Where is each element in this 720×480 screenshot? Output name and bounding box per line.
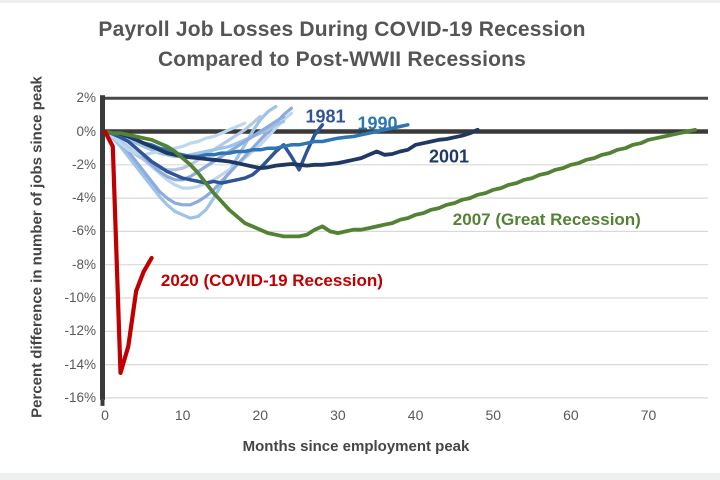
x-tick-30: 30 — [330, 407, 346, 423]
y-tick--16%: -16% — [64, 389, 96, 405]
x-axis-title: Months since employment peak — [242, 438, 470, 455]
series-line-1980 — [103, 121, 247, 157]
x-tick-10: 10 — [174, 407, 191, 423]
x-tick-20: 20 — [252, 407, 269, 423]
x-tick-0: 0 — [101, 407, 109, 423]
series-label-2007: 2007 (Great Recession) — [452, 209, 641, 229]
y-tick--2%: -2% — [71, 156, 96, 172]
x-tick-60: 60 — [563, 407, 579, 423]
series-label-2020: 2020 (COVID-19 Recession) — [160, 270, 383, 290]
series-line-1981 — [103, 123, 325, 185]
y-tick--8%: -8% — [71, 256, 96, 272]
chart-title: Payroll Job Losses During COVID-19 Reces… — [0, 15, 684, 75]
x-tick-40: 40 — [407, 407, 424, 423]
y-tick--10%: -10% — [64, 290, 96, 305]
series-line-2020 — [102, 129, 154, 375]
chart-title-line1: Payroll Job Losses During COVID-19 Reces… — [98, 18, 586, 41]
series-label-1990: 1990 — [357, 113, 398, 134]
y-tick--14%: -14% — [64, 356, 96, 372]
y-tick-0%: 0% — [76, 123, 96, 139]
window-top-edge — [0, 0, 720, 3]
x-tick-50: 50 — [485, 407, 502, 423]
y-tick--12%: -12% — [64, 323, 96, 339]
y-axis-bar — [100, 95, 105, 400]
series-line-1957 — [103, 106, 293, 207]
series-label-2001: 2001 — [428, 146, 470, 167]
series-label-1981: 1981 — [305, 106, 346, 126]
window-bottom-edge — [0, 473, 720, 480]
y-tick--6%: -6% — [71, 223, 96, 239]
chart-title-line2: Compared to Post-WWII Recessions — [157, 48, 527, 71]
series-line-2007 — [103, 127, 697, 239]
series-line-2001 — [103, 127, 480, 171]
y-tick--4%: -4% — [71, 190, 96, 206]
x-tick-70: 70 — [640, 407, 657, 423]
x-axis-tick-stub — [100, 399, 105, 406]
y-tick-2%: 2% — [76, 90, 96, 106]
